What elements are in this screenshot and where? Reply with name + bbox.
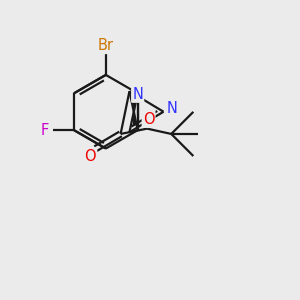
Text: O: O	[85, 148, 96, 164]
Text: N: N	[132, 87, 143, 102]
Text: F: F	[41, 123, 49, 138]
Text: N: N	[166, 101, 177, 116]
Text: Br: Br	[98, 38, 114, 53]
Text: O: O	[143, 112, 154, 127]
